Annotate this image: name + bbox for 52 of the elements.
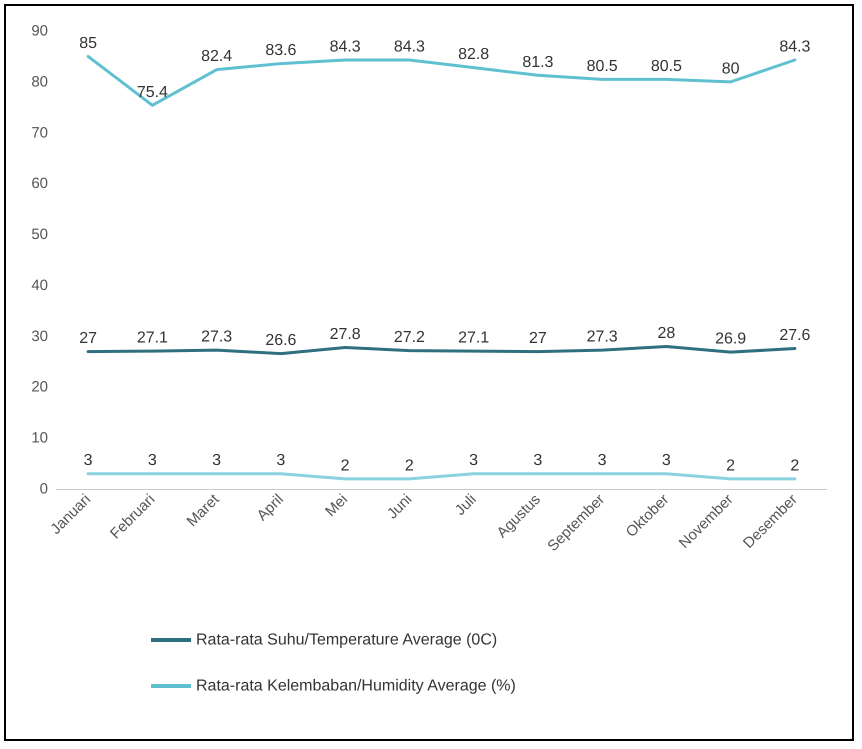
y-tick-label: 0 [40,480,48,498]
legend-label: Rata-rata Suhu/Temperature Average (0C) [196,632,498,648]
data-label: 3 [148,452,157,470]
data-label: 3 [598,452,607,470]
y-tick-label: 10 [31,430,48,447]
data-label: 3 [276,452,286,470]
data-label: 27.3 [586,328,618,346]
x-tick-label: Juli [452,490,480,519]
y-tick-label: 90 [31,22,48,40]
data-label: 84.3 [779,38,811,56]
data-label: 80.5 [586,58,618,75]
data-label: 27.3 [201,328,232,346]
data-label: 82.8 [458,46,490,64]
data-label: 80.5 [650,58,682,75]
data-label: 2 [726,457,736,474]
data-label: 83.6 [265,42,297,60]
data-label: 26.9 [715,330,746,348]
data-label: 27 [79,330,98,348]
y-tick-label: 20 [31,378,48,396]
data-label: 27.2 [394,329,426,346]
data-label: 2 [340,457,350,474]
data-label: 80 [722,60,740,78]
data-label: 3 [469,452,478,470]
data-label: 27.1 [458,330,490,347]
data-label: 2 [404,457,414,474]
data-label: 27.8 [330,326,361,344]
x-tick-label: Juni [384,490,416,522]
y-tick-label: 60 [31,175,48,192]
data-label: 3 [662,452,671,470]
data-label: 82.4 [201,48,232,66]
data-label: 84.3 [330,38,361,56]
y-tick-label: 30 [31,328,48,345]
data-label: 27 [528,330,547,348]
data-label: 28 [657,325,676,342]
data-label: 75.4 [136,84,168,101]
data-label: 85 [79,34,98,52]
data-label: 84.3 [394,38,426,56]
data-label: 27.1 [136,330,168,347]
data-label: 27.6 [779,327,811,344]
data-label: 26.6 [265,332,297,350]
data-label: 3 [212,452,222,470]
data-label: 3 [533,452,542,470]
x-tick-label: Mei [322,490,352,520]
y-tick-label: 80 [31,73,48,90]
data-label: 2 [790,457,800,474]
data-label: 81.3 [522,54,554,71]
data-label: 3 [84,452,93,470]
y-tick-label: 50 [31,226,48,244]
y-tick-label: 40 [31,276,48,294]
y-tick-label: 70 [31,124,48,142]
legend-label: Rata-rata Kelembaban/Humidity Average (%) [196,678,516,694]
line-series [86,345,796,356]
